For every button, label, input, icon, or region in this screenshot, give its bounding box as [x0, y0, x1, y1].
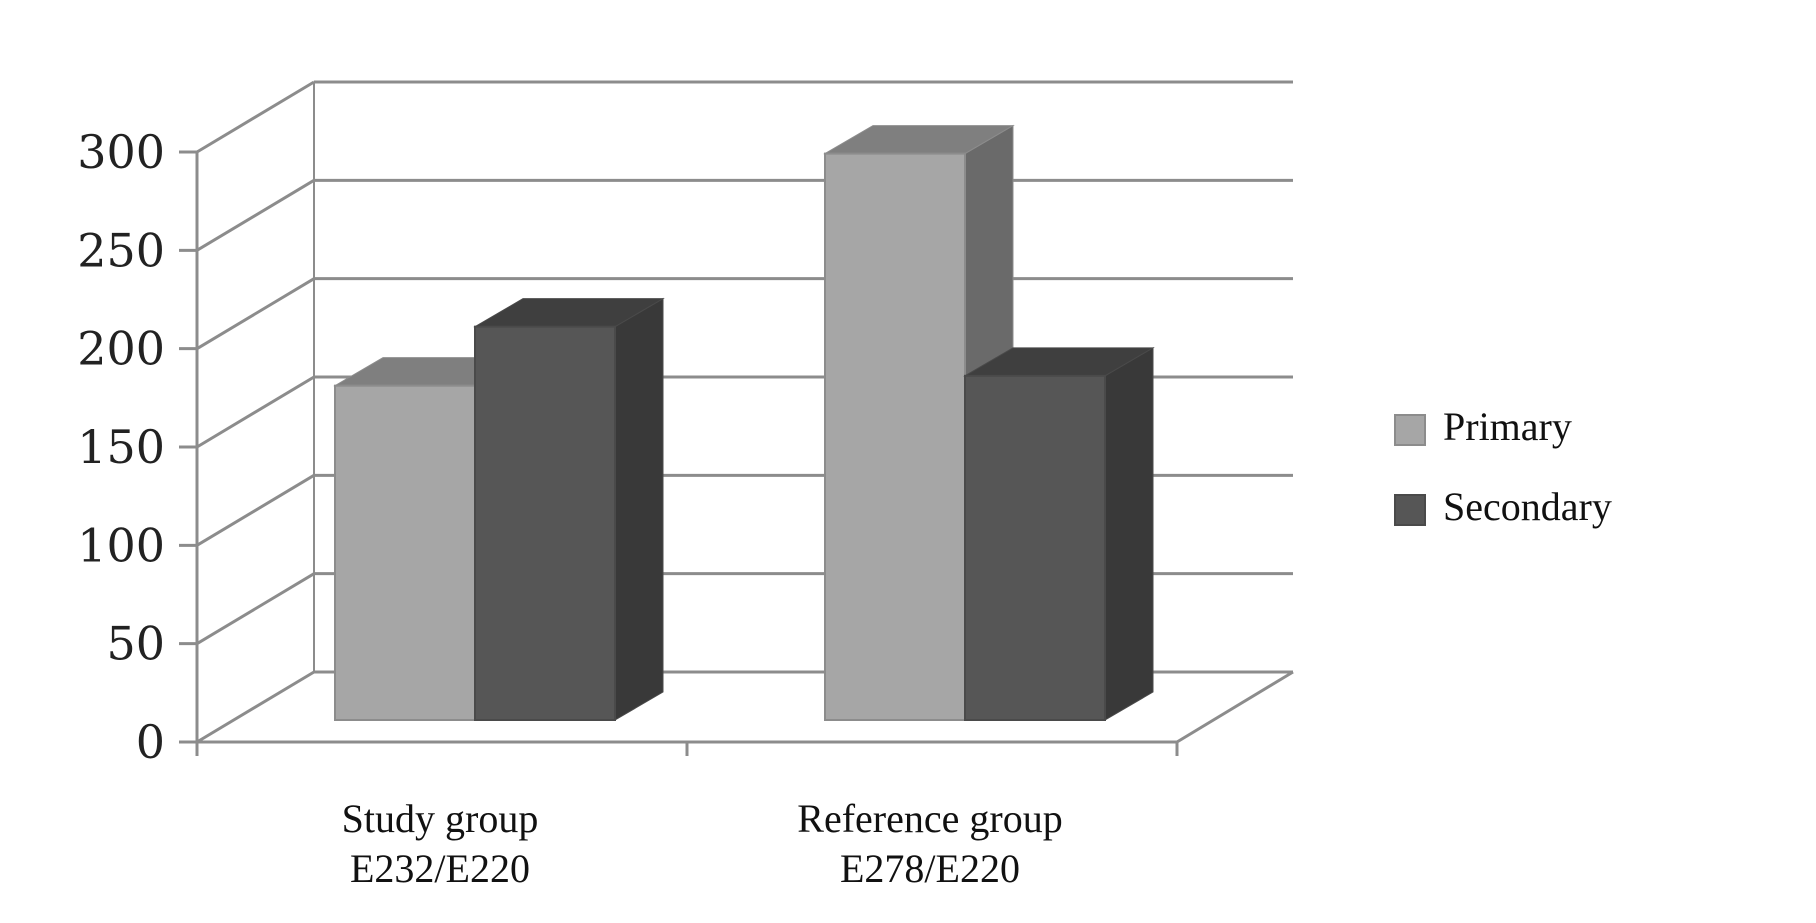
- legend-swatch-secondary: [1394, 494, 1426, 526]
- bar-secondary-1-side: [614, 297, 664, 721]
- gridline-side: [196, 670, 315, 744]
- legend-swatch-primary: [1394, 414, 1426, 446]
- x-category-label: E232/E220: [350, 846, 530, 891]
- x-category-label: Study group: [342, 796, 539, 841]
- x-category-label: E278/E220: [840, 846, 1020, 891]
- bar-secondary-1: [474, 325, 616, 721]
- y-tick-label: 300: [77, 125, 165, 179]
- y-tick-label: 150: [77, 420, 165, 474]
- gridline-side: [196, 474, 315, 547]
- y-tick-label: 200: [77, 322, 165, 376]
- bar-primary-2: [824, 152, 966, 722]
- bar-secondary-2-side: [1104, 346, 1154, 721]
- y-tick-label: 100: [77, 518, 165, 572]
- y-tick-label: 0: [136, 715, 165, 769]
- gridline-side: [196, 572, 315, 645]
- gridline-side: [196, 277, 315, 350]
- gridline-side: [196, 80, 315, 154]
- gridline-side: [196, 375, 315, 449]
- bar-secondary-2: [964, 374, 1106, 721]
- legend-label-secondary: Secondary: [1443, 484, 1612, 529]
- y-tick-label: 50: [106, 617, 165, 671]
- floor-right-edge: [1176, 670, 1294, 744]
- x-category-label: Reference group: [797, 796, 1062, 841]
- y-tick-label: 250: [77, 223, 165, 277]
- gridline-side: [196, 179, 315, 252]
- bar-primary-1: [334, 384, 476, 721]
- legend-label-primary: Primary: [1443, 404, 1572, 449]
